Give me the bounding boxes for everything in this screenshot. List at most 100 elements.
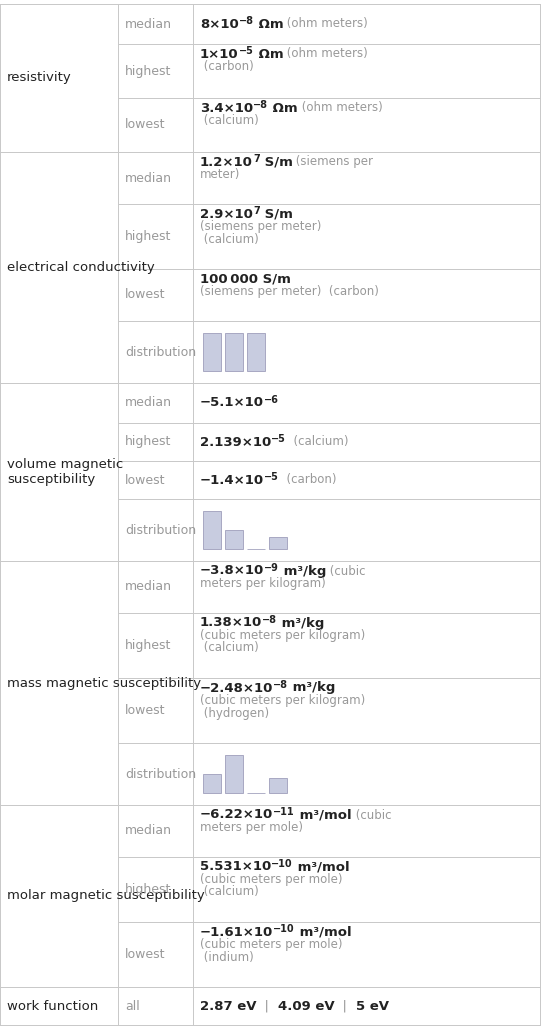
Text: all: all — [125, 999, 140, 1013]
Text: (siemens per meter)  (carbon): (siemens per meter) (carbon) — [200, 285, 379, 298]
Text: 3.4×10: 3.4×10 — [200, 102, 253, 115]
Text: (calcium): (calcium) — [200, 885, 259, 899]
Bar — [225, 530, 243, 549]
Text: 1×10: 1×10 — [200, 47, 239, 61]
Text: Ωm: Ωm — [253, 47, 283, 61]
Text: 2.87 eV: 2.87 eV — [200, 999, 257, 1013]
Text: 1.2×10: 1.2×10 — [200, 156, 253, 168]
Text: m³/kg: m³/kg — [279, 564, 326, 578]
Text: median: median — [125, 825, 172, 837]
Text: highest: highest — [125, 230, 171, 243]
Text: (calcium): (calcium) — [200, 114, 259, 127]
Text: mass magnetic susceptibility: mass magnetic susceptibility — [7, 676, 201, 689]
Text: (ohm meters): (ohm meters) — [283, 47, 368, 61]
Text: −8: −8 — [253, 101, 268, 111]
Text: (cubic meters per kilogram): (cubic meters per kilogram) — [200, 629, 365, 642]
Text: (cubic: (cubic — [352, 808, 391, 822]
Text: −5.1×10: −5.1×10 — [200, 396, 264, 409]
Text: −10: −10 — [273, 924, 295, 935]
Text: resistivity: resistivity — [7, 72, 72, 84]
Text: 7: 7 — [253, 206, 259, 216]
Text: meters per kilogram): meters per kilogram) — [200, 577, 326, 590]
Text: median: median — [125, 17, 172, 31]
Text: (calcium): (calcium) — [200, 233, 259, 245]
Bar — [269, 537, 287, 549]
Text: m³/mol: m³/mol — [295, 925, 352, 939]
Text: median: median — [125, 396, 172, 409]
Text: m³/kg: m³/kg — [288, 681, 336, 695]
Text: 7: 7 — [253, 154, 259, 164]
Text: 8×10: 8×10 — [200, 17, 239, 31]
Text: highest: highest — [125, 639, 171, 652]
Text: −8: −8 — [262, 616, 277, 625]
Text: (cubic: (cubic — [326, 564, 366, 578]
Text: |: | — [335, 999, 356, 1013]
Text: 2.9×10: 2.9×10 — [200, 207, 253, 221]
Text: (cubic meters per mole): (cubic meters per mole) — [200, 873, 342, 886]
Text: highest: highest — [125, 65, 171, 78]
Text: m³/mol: m³/mol — [295, 808, 352, 822]
Text: (siemens per: (siemens per — [293, 156, 373, 168]
Text: work function: work function — [7, 999, 98, 1013]
Text: m³/mol: m³/mol — [293, 861, 349, 873]
Text: lowest: lowest — [125, 474, 166, 486]
Text: electrical conductivity: electrical conductivity — [7, 261, 155, 274]
Text: distribution: distribution — [125, 767, 196, 781]
Text: distribution: distribution — [125, 523, 196, 537]
Text: (calcium): (calcium) — [200, 641, 259, 655]
Text: lowest: lowest — [125, 948, 166, 961]
Text: −3.8×10: −3.8×10 — [200, 564, 264, 578]
Text: |: | — [257, 999, 278, 1013]
Text: meter): meter) — [200, 168, 240, 181]
Text: −6.22×10: −6.22×10 — [200, 808, 273, 822]
Text: (cubic meters per kilogram): (cubic meters per kilogram) — [200, 694, 365, 707]
Text: −10: −10 — [271, 860, 293, 869]
Bar — [225, 332, 243, 371]
Bar — [225, 755, 243, 793]
Text: lowest: lowest — [125, 704, 166, 717]
Text: Ωm: Ωm — [268, 102, 298, 115]
Text: 5 eV: 5 eV — [356, 999, 389, 1013]
Text: lowest: lowest — [125, 288, 166, 302]
Text: Ωm: Ωm — [254, 17, 283, 31]
Text: meters per mole): meters per mole) — [200, 821, 303, 834]
Text: −11: −11 — [273, 807, 295, 818]
Text: −1.61×10: −1.61×10 — [200, 925, 273, 939]
Text: molar magnetic susceptibility: molar magnetic susceptibility — [7, 890, 205, 903]
Text: −5: −5 — [264, 472, 279, 482]
Bar — [247, 332, 265, 371]
Text: 2.139×10: 2.139×10 — [200, 435, 271, 448]
Text: 5.531×10: 5.531×10 — [200, 861, 271, 873]
Text: m³/kg: m³/kg — [277, 617, 325, 630]
Bar — [203, 511, 221, 549]
Text: −5: −5 — [271, 434, 286, 444]
Text: −8: −8 — [239, 16, 254, 27]
Text: (calcium): (calcium) — [286, 435, 349, 448]
Text: −9: −9 — [264, 563, 279, 574]
Text: highest: highest — [125, 883, 171, 896]
Text: (indium): (indium) — [200, 950, 254, 963]
Text: S/m: S/m — [259, 207, 293, 221]
Text: 1.38×10: 1.38×10 — [200, 617, 262, 630]
Text: −2.48×10: −2.48×10 — [200, 681, 274, 695]
Text: volume magnetic
susceptibility: volume magnetic susceptibility — [7, 458, 123, 486]
Bar — [203, 332, 221, 371]
Text: distribution: distribution — [125, 346, 196, 358]
Text: 100 000 S/m: 100 000 S/m — [200, 273, 291, 285]
Text: (hydrogen): (hydrogen) — [200, 707, 269, 719]
Text: lowest: lowest — [125, 118, 166, 131]
Text: −5: −5 — [239, 46, 253, 56]
Text: (carbon): (carbon) — [279, 474, 336, 486]
Bar — [203, 774, 221, 793]
Text: median: median — [125, 171, 172, 185]
Text: (siemens per meter): (siemens per meter) — [200, 220, 322, 233]
Text: highest: highest — [125, 435, 171, 448]
Text: −8: −8 — [274, 680, 288, 690]
Text: (ohm meters): (ohm meters) — [298, 102, 383, 115]
Text: (ohm meters): (ohm meters) — [283, 17, 368, 31]
Text: S/m: S/m — [259, 156, 293, 168]
Bar — [269, 778, 287, 793]
Text: −6: −6 — [264, 395, 279, 405]
Text: median: median — [125, 581, 172, 593]
Text: (carbon): (carbon) — [200, 60, 254, 73]
